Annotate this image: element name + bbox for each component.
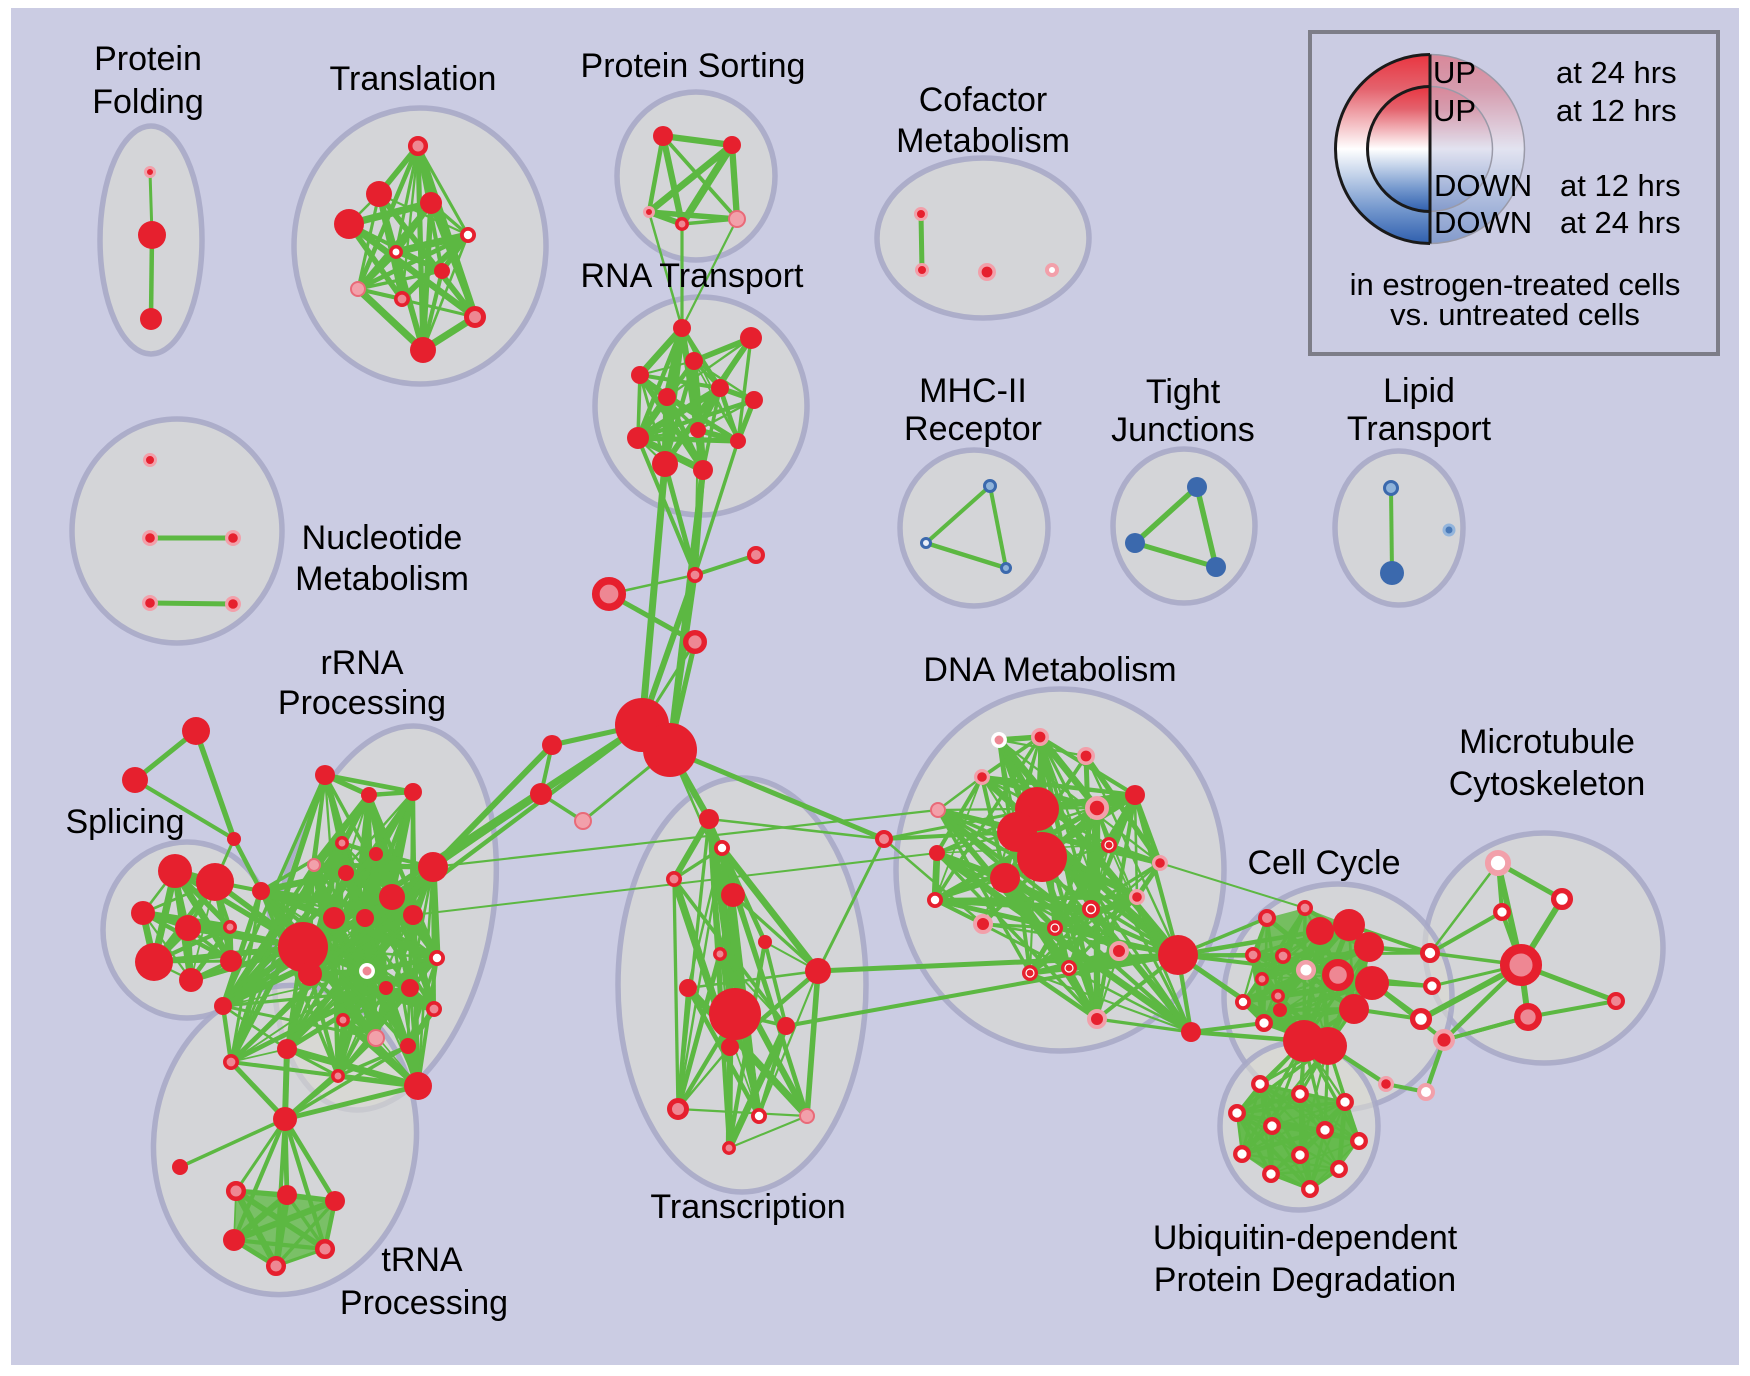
svg-text:Protein Sorting: Protein Sorting xyxy=(581,47,806,85)
svg-text:Cell Cycle: Cell Cycle xyxy=(1247,844,1400,882)
svg-text:Tight: Tight xyxy=(1146,373,1221,411)
svg-text:Protein: Protein xyxy=(94,40,202,78)
svg-text:RNA Transport: RNA Transport xyxy=(581,257,805,295)
svg-text:Translation: Translation xyxy=(330,60,497,98)
svg-text:in estrogen-treated cells: in estrogen-treated cells xyxy=(1350,267,1681,302)
svg-text:at 12 hrs: at 12 hrs xyxy=(1560,168,1681,203)
svg-text:Cytoskeleton: Cytoskeleton xyxy=(1449,765,1646,803)
svg-text:Processing: Processing xyxy=(340,1284,508,1322)
svg-text:DOWN: DOWN xyxy=(1434,205,1532,240)
svg-text:at 24 hrs: at 24 hrs xyxy=(1556,55,1677,90)
svg-text:Transcription: Transcription xyxy=(650,1188,845,1226)
svg-text:Metabolism: Metabolism xyxy=(896,122,1070,160)
svg-text:rRNA: rRNA xyxy=(320,644,403,682)
svg-text:UP: UP xyxy=(1433,93,1476,128)
svg-text:UP: UP xyxy=(1433,55,1476,90)
svg-text:Receptor: Receptor xyxy=(904,410,1042,448)
svg-text:at 12 hrs: at 12 hrs xyxy=(1556,93,1677,128)
svg-text:Transport: Transport xyxy=(1347,410,1492,448)
svg-text:Splicing: Splicing xyxy=(65,803,184,841)
svg-text:Cofactor: Cofactor xyxy=(919,81,1048,119)
svg-text:Processing: Processing xyxy=(278,684,446,722)
svg-text:Folding: Folding xyxy=(92,83,204,121)
svg-text:Lipid: Lipid xyxy=(1383,372,1455,410)
svg-text:MHC-II: MHC-II xyxy=(919,372,1027,410)
svg-text:Microtubule: Microtubule xyxy=(1459,723,1635,761)
svg-text:DNA Metabolism: DNA Metabolism xyxy=(923,651,1176,689)
svg-text:Ubiquitin-dependent: Ubiquitin-dependent xyxy=(1153,1219,1458,1257)
svg-text:DOWN: DOWN xyxy=(1434,168,1532,203)
svg-text:at 24 hrs: at 24 hrs xyxy=(1560,205,1681,240)
svg-text:Protein Degradation: Protein Degradation xyxy=(1154,1261,1456,1299)
svg-text:Metabolism: Metabolism xyxy=(295,560,469,598)
svg-text:Nucleotide: Nucleotide xyxy=(302,519,463,557)
svg-text:vs. untreated cells: vs. untreated cells xyxy=(1390,297,1640,332)
svg-text:tRNA: tRNA xyxy=(381,1241,463,1279)
svg-text:Junctions: Junctions xyxy=(1111,411,1255,449)
